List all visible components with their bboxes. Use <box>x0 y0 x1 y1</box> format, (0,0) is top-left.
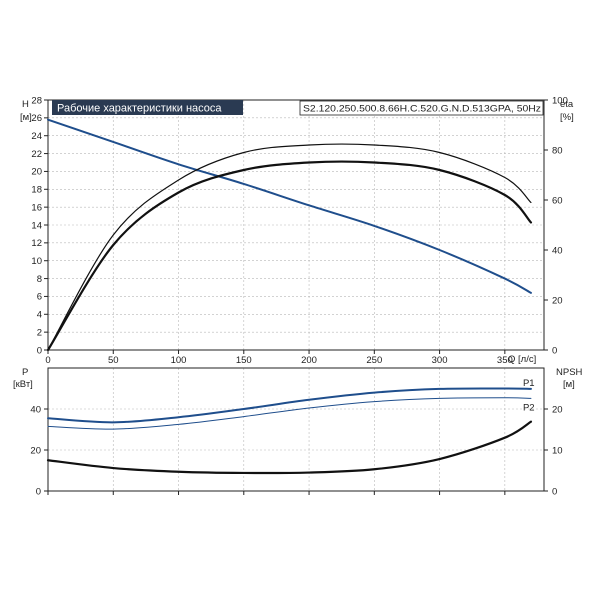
head-tick-label: 0 <box>37 345 42 356</box>
power-axis-label: P <box>22 367 28 378</box>
efficiency-tick-label: 0 <box>552 345 557 356</box>
power-axis-unit: [кВт] <box>13 379 33 390</box>
head-tick-label: 14 <box>31 220 42 231</box>
head-tick-label: 20 <box>31 167 42 178</box>
efficiency-tick-label: 60 <box>552 195 563 206</box>
npsh-axis-label: NPSH <box>556 367 583 378</box>
efficiency-tick-label: 40 <box>552 245 563 256</box>
bottom-chart-series: P1 P2 <box>46 378 535 475</box>
series-label-p1: P1 <box>523 378 535 389</box>
power-curve-p1 <box>47 387 532 424</box>
head-tick-label: 10 <box>31 256 42 267</box>
flow-tick-label: 50 <box>108 355 119 366</box>
flow-tick-label: 350 <box>497 355 513 366</box>
efficiency-tick-label: 20 <box>552 295 563 306</box>
head-tick-label: 8 <box>37 274 42 285</box>
bottom-chart-ticks: 0 20 40 0 10 20 <box>30 404 562 497</box>
head-tick-label: 24 <box>31 131 42 142</box>
efficiency-tick-label: 80 <box>552 145 563 156</box>
title-box <box>52 100 243 115</box>
efficiency-curve-2 <box>46 160 533 352</box>
model-label: S2.120.250.500.8.66H.C.520.G.N.D.513GPA,… <box>303 104 542 114</box>
bottom-chart-frame <box>47 367 545 492</box>
head-tick-label: 28 <box>31 95 42 106</box>
chart-title: Рабочие характеристики насоса <box>57 103 222 115</box>
head-tick-label: 12 <box>31 238 42 249</box>
head-tick-label: 16 <box>31 202 42 213</box>
npsh-tick-label: 10 <box>552 445 563 456</box>
head-tick-label: 2 <box>37 327 42 338</box>
flow-tick-label: 100 <box>171 355 187 366</box>
head-tick-label: 22 <box>31 149 42 160</box>
flow-tick-label: 250 <box>366 355 382 366</box>
model-box <box>299 100 544 116</box>
efficiency-tick-label: 100 <box>552 95 568 106</box>
head-axis-label: H <box>22 99 29 110</box>
head-tick-label: 18 <box>31 185 42 196</box>
efficiency-axis-unit: [%] <box>560 112 574 123</box>
top-chart-series <box>46 118 533 352</box>
head-tick-label: 4 <box>37 310 42 321</box>
power-tick-label: 20 <box>30 445 41 456</box>
head-tick-label: 26 <box>31 113 42 124</box>
npsh-curve <box>46 420 533 475</box>
head-axis-unit: [м] <box>20 112 32 123</box>
flow-tick-label: 300 <box>432 355 448 366</box>
power-tick-label: 40 <box>30 404 41 415</box>
efficiency-axis-label: eta <box>560 99 574 110</box>
efficiency-curve-1 <box>47 143 532 351</box>
flow-tick-label: 0 <box>45 355 50 366</box>
power-curve-p2 <box>47 397 532 430</box>
head-curve <box>47 118 532 294</box>
flow-axis-label: Q [л/с] <box>508 354 536 365</box>
flow-tick-label: 200 <box>301 355 317 366</box>
power-tick-label: 0 <box>36 486 41 497</box>
npsh-tick-label: 0 <box>552 486 557 497</box>
npsh-axis-unit: [м] <box>563 379 575 390</box>
head-tick-label: 6 <box>37 292 42 303</box>
flow-tick-label: 150 <box>236 355 252 366</box>
top-chart-grid <box>48 100 544 350</box>
npsh-tick-label: 20 <box>552 404 563 415</box>
series-label-p2: P2 <box>523 402 535 413</box>
top-chart-ticks: 0 50 100 150 200 250 300 3500246810121416182022… <box>31 95 567 366</box>
